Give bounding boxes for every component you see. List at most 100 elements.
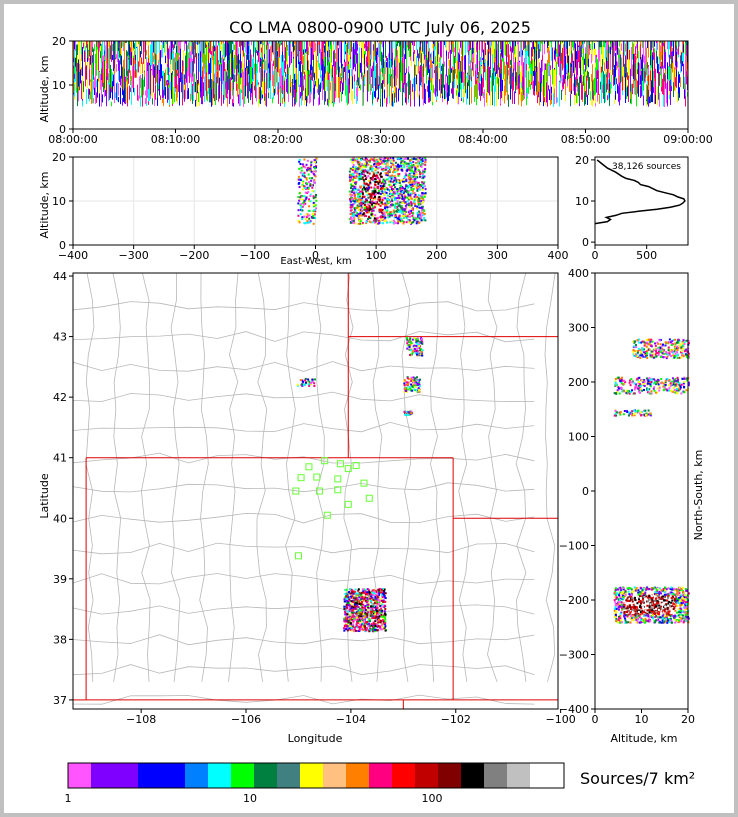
ew-source-point bbox=[399, 180, 402, 183]
ew-source-point bbox=[411, 166, 414, 169]
ew-source-point bbox=[360, 195, 363, 198]
ew-source-point bbox=[358, 163, 361, 166]
ew-source-point bbox=[416, 189, 419, 192]
ew-source-point bbox=[297, 209, 300, 212]
ew-source-point bbox=[397, 216, 400, 219]
ew-source-point bbox=[416, 205, 419, 208]
ew-source-point bbox=[354, 210, 357, 213]
ew-source-point bbox=[313, 208, 316, 211]
ew-source-point bbox=[397, 157, 400, 160]
ew-source-point bbox=[396, 164, 399, 167]
ew-source-point bbox=[401, 197, 404, 200]
ew-source-point bbox=[363, 164, 366, 167]
ew-source-point bbox=[310, 161, 313, 164]
ew-source-point bbox=[383, 162, 386, 165]
ew-source-point bbox=[410, 192, 413, 195]
ew-source-point bbox=[315, 157, 318, 160]
time-xtick-label: 09:00:00 bbox=[663, 133, 712, 146]
ew-source-point bbox=[366, 160, 369, 163]
ew-source-point bbox=[352, 166, 355, 169]
ew-source-point bbox=[406, 216, 409, 219]
ew-source-point bbox=[371, 158, 374, 161]
ew-source-point bbox=[383, 217, 386, 220]
ew-source-point bbox=[387, 172, 390, 175]
ew-source-point bbox=[311, 184, 314, 187]
ew-source-point bbox=[418, 215, 421, 218]
ew-source-point bbox=[375, 222, 378, 225]
ew-source-point bbox=[350, 174, 353, 177]
ew-source-point bbox=[389, 180, 392, 183]
ew-source-point bbox=[359, 201, 362, 204]
ew-source-point bbox=[410, 161, 413, 164]
ew-source-point bbox=[399, 206, 402, 209]
ew-source-point bbox=[313, 161, 316, 164]
ew-source-point bbox=[422, 199, 425, 202]
ew-source-point bbox=[377, 216, 380, 219]
ew-source-point bbox=[388, 175, 391, 178]
ew-source-point bbox=[415, 181, 418, 184]
ew-source-point bbox=[355, 181, 358, 184]
ew-source-point bbox=[372, 175, 375, 178]
ew-source-point bbox=[349, 209, 352, 212]
ew-source-point bbox=[387, 211, 390, 214]
ew-source-point bbox=[366, 187, 369, 190]
ew-source-point bbox=[414, 204, 417, 207]
ew-source-point bbox=[421, 214, 424, 217]
ew-source-point bbox=[359, 165, 362, 168]
ew-source-point bbox=[314, 193, 317, 196]
ew-source-point bbox=[368, 183, 371, 186]
lma-figure: CO LMA 0800-0900 UTC July 06, 2025 0 10 20… bbox=[38, 18, 713, 805]
ew-source-point bbox=[423, 194, 426, 197]
ew-source-point bbox=[407, 189, 410, 192]
ew-source-point bbox=[373, 174, 376, 177]
ew-source-point bbox=[349, 200, 352, 203]
ew-source-point bbox=[403, 190, 406, 193]
ew-source-point bbox=[312, 190, 315, 193]
ew-source-point bbox=[410, 211, 413, 214]
ew-source-point bbox=[401, 186, 404, 189]
ew-source-point bbox=[402, 213, 405, 216]
ew-source-point bbox=[301, 209, 304, 212]
ew-source-point bbox=[383, 193, 386, 196]
ew-source-point bbox=[359, 220, 362, 223]
ew-source-point bbox=[371, 198, 374, 201]
ew-source-point bbox=[356, 172, 359, 175]
ew-source-point bbox=[360, 207, 363, 210]
ew-source-point bbox=[422, 185, 425, 188]
ew-source-point bbox=[394, 222, 397, 225]
ew-source-point bbox=[407, 194, 410, 197]
ew-source-point bbox=[357, 174, 360, 177]
ew-source-point bbox=[372, 171, 375, 174]
ew-source-point bbox=[392, 212, 395, 215]
ew-source-point bbox=[408, 167, 411, 170]
ew-source-point bbox=[308, 169, 311, 172]
ew-source-point bbox=[401, 215, 404, 218]
ew-source-point bbox=[384, 204, 387, 207]
ew-source-point bbox=[367, 203, 370, 206]
ew-source-point bbox=[414, 193, 417, 196]
ew-source-point bbox=[397, 210, 400, 213]
ew-source-point bbox=[358, 165, 361, 168]
ew-source-point bbox=[313, 179, 316, 182]
ew-source-point bbox=[348, 170, 351, 173]
ew-source-point bbox=[349, 176, 352, 179]
ew-source-point bbox=[400, 159, 403, 162]
ew-source-point bbox=[369, 221, 372, 224]
ew-source-point bbox=[304, 191, 307, 194]
ew-source-point bbox=[311, 177, 314, 180]
ew-source-point bbox=[302, 202, 305, 205]
ew-source-point bbox=[424, 163, 427, 166]
ew-source-point bbox=[420, 158, 423, 161]
ew-source-point bbox=[395, 192, 398, 195]
ew-source-point bbox=[364, 174, 367, 177]
ew-source-point bbox=[298, 192, 301, 195]
ew-source-point bbox=[423, 175, 426, 178]
ew-source-point bbox=[302, 203, 305, 206]
ew-source-point bbox=[415, 173, 418, 176]
ew-source-point bbox=[367, 196, 370, 199]
ew-source-point bbox=[386, 206, 389, 209]
ew-source-point bbox=[405, 157, 408, 160]
time-ytick-label: 10 bbox=[52, 79, 66, 92]
ew-source-point bbox=[402, 163, 405, 166]
ew-source-point bbox=[397, 220, 400, 223]
